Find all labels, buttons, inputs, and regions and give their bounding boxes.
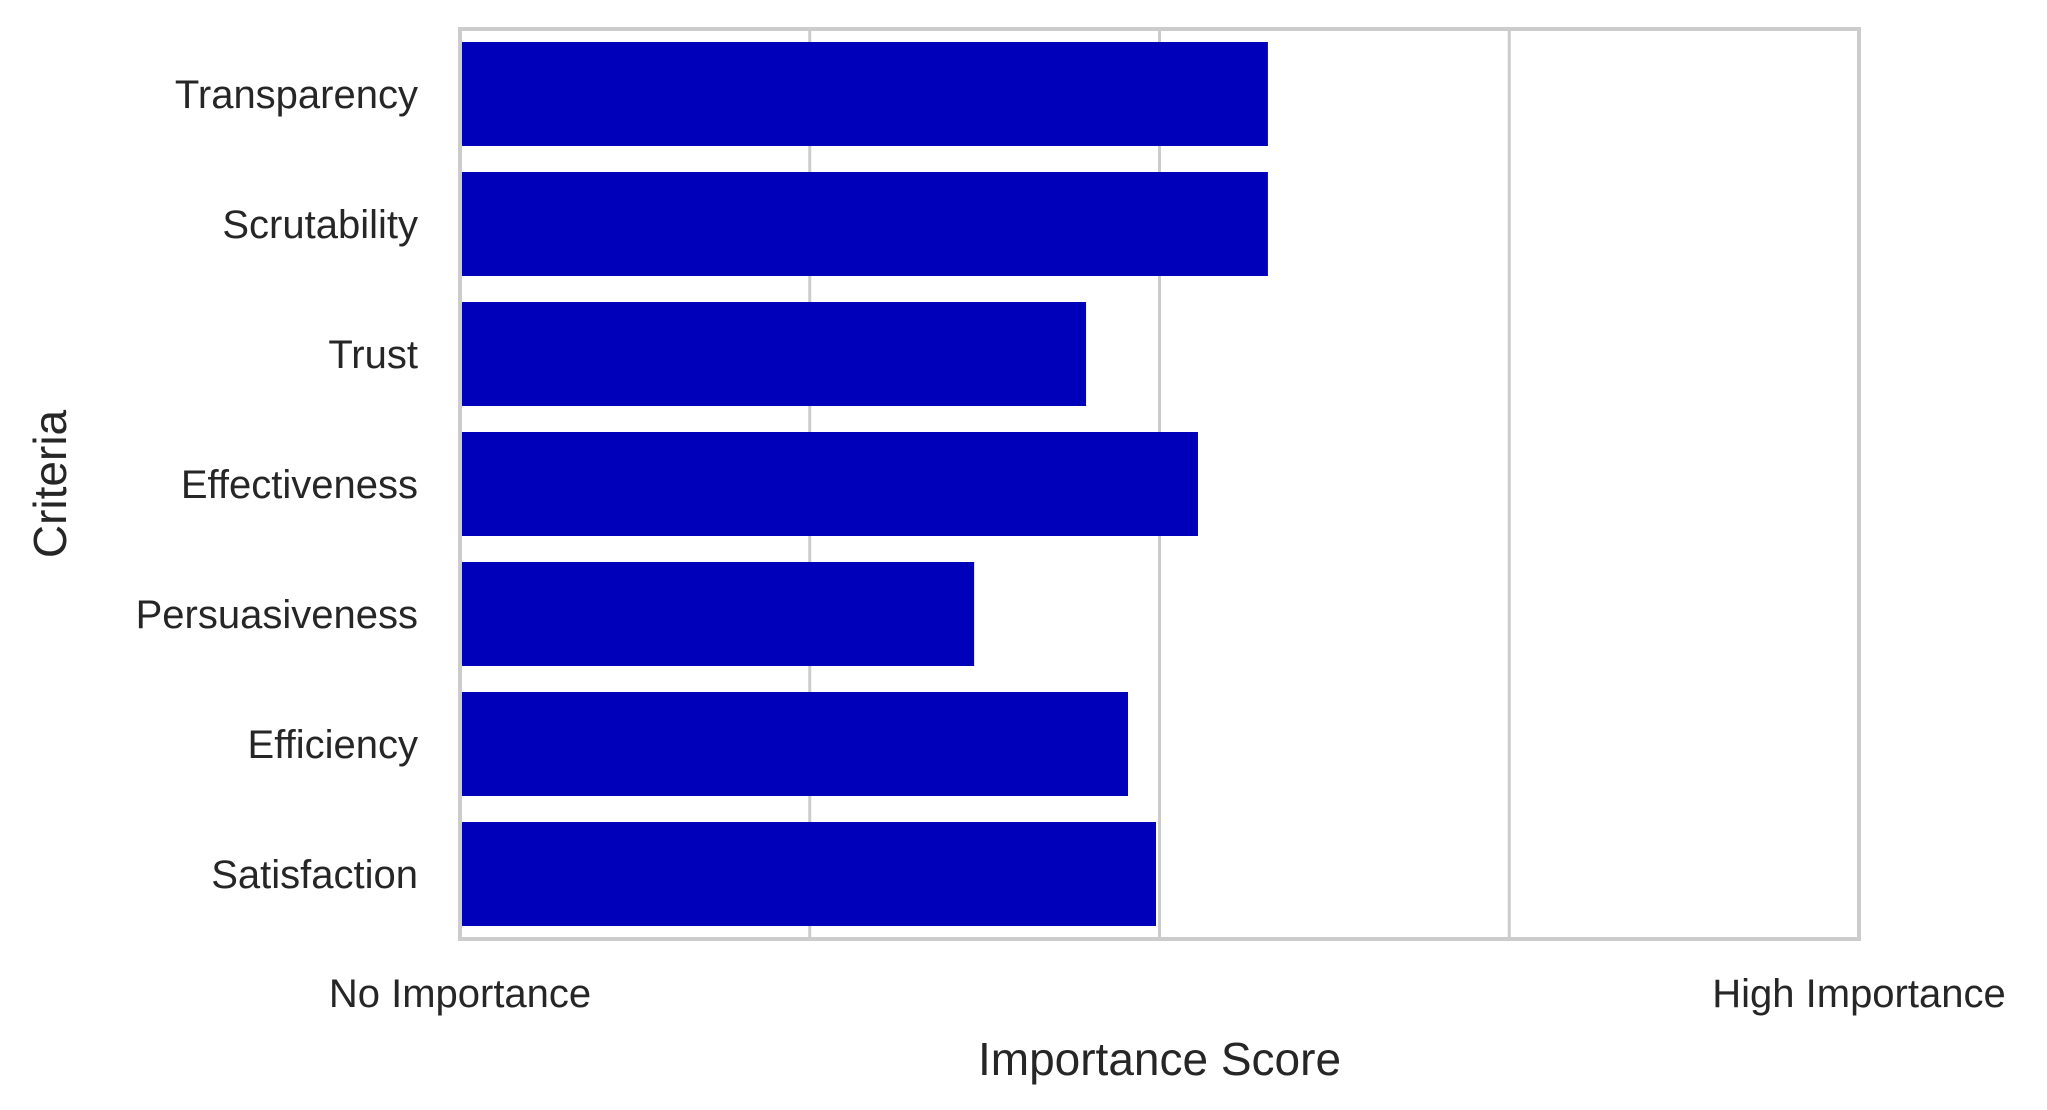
- category-label: Satisfaction: [211, 853, 418, 897]
- bar-transparency: [460, 42, 1268, 146]
- category-labels: Transparency Scrutability Trust Effectivene…: [136, 73, 418, 897]
- bar-trust: [460, 302, 1087, 406]
- bar-persuasiveness: [460, 562, 975, 666]
- plot-frame: [458, 27, 1861, 941]
- x-tick-label: No Importance: [329, 972, 591, 1016]
- category-label: Persuasiveness: [136, 593, 418, 637]
- bar-efficiency: [460, 692, 1129, 796]
- bar-effectiveness: [460, 432, 1198, 536]
- bar-satisfaction: [460, 822, 1157, 926]
- category-label: Efficiency: [248, 723, 418, 767]
- y-axis-title: Criteria: [24, 409, 76, 558]
- category-label: Transparency: [175, 73, 418, 117]
- category-label: Trust: [328, 333, 418, 377]
- category-label: Scrutability: [222, 203, 418, 247]
- category-label: Effectiveness: [181, 463, 418, 507]
- x-tick-label: High Importance: [1712, 972, 2005, 1016]
- x-axis-title: Importance Score: [978, 1033, 1341, 1085]
- x-tick-labels: No Importance High Importance: [329, 972, 2006, 1016]
- bar-scrutability: [460, 172, 1268, 276]
- bars: [460, 42, 1268, 926]
